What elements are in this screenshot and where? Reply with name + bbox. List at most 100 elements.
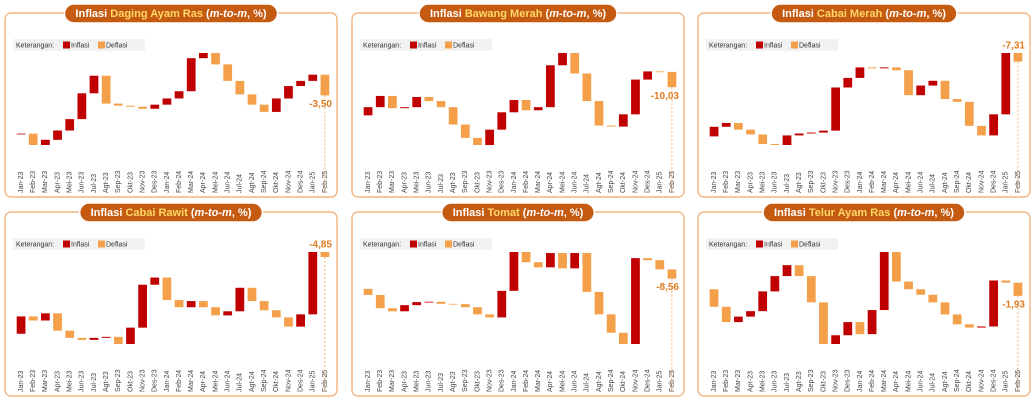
bar: [16, 133, 26, 135]
title-part: m-to-m: [195, 207, 232, 219]
legend-swatch: [63, 41, 70, 49]
x-tick-label: Jul-24: [930, 373, 937, 392]
chart-panel: Keterangan: Inflasi Deflasi Jan-23 Feb-23 Mar…: [351, 202, 685, 397]
x-tick-label: Feb-24: [523, 171, 530, 193]
bar: [843, 322, 853, 336]
x-tick-label: Des-24: [644, 170, 651, 193]
bar: [940, 80, 950, 99]
bar: [952, 99, 962, 102]
bar: [867, 67, 877, 69]
bar: [138, 284, 147, 328]
x-tick-label: Nov-24: [632, 170, 639, 193]
bar: [424, 96, 434, 102]
legend-label: Deflasi: [799, 42, 821, 49]
legend-title: Keterangan:: [709, 42, 747, 49]
title-pill: [418, 3, 618, 24]
x-tick-label: Okt-23: [820, 172, 827, 193]
x-tick-label: Okt-24: [620, 371, 627, 392]
x-tick-label: Nov-24: [978, 369, 985, 392]
bar: [235, 80, 245, 95]
title-part: (: [188, 207, 195, 219]
x-tick-label: Feb-24: [176, 370, 183, 392]
x-tick-label: Mar-23: [389, 171, 396, 193]
x-tick-label: Jul-23: [784, 373, 791, 392]
chart-panel: Keterangan: Inflasi Deflasi Jan-23 Feb-23 Mar…: [4, 202, 338, 397]
x-tick-label: Apr-24: [547, 172, 554, 193]
x-tick-label: Jun-24: [572, 171, 579, 193]
x-tick-label: Okt-24: [966, 172, 973, 193]
x-tick-label: Nov-23: [486, 170, 493, 193]
title-part: Inflasi: [782, 8, 817, 20]
x-tick-label: Sep-24: [954, 369, 961, 392]
bar: [521, 100, 531, 111]
bar: [89, 337, 99, 340]
bar: [1001, 53, 1011, 115]
bar: [618, 114, 628, 127]
x-tick-label: Feb-25: [322, 171, 329, 193]
x-tick-label: Agt-24: [249, 371, 256, 392]
bar: [709, 289, 719, 307]
title-part: Inflasi: [75, 8, 110, 20]
bar: [509, 100, 519, 113]
x-tick-label: Jul-23: [784, 174, 791, 193]
bar: [223, 64, 233, 81]
bar: [582, 73, 592, 102]
bar: [473, 137, 482, 145]
legend-label: Deflasi: [106, 241, 128, 248]
legend-label: Deflasi: [106, 42, 128, 49]
bar: [101, 336, 111, 338]
x-tick-label: Jan-25: [1003, 370, 1010, 392]
bar: [989, 280, 998, 327]
bar: [831, 87, 840, 131]
bar: [977, 326, 986, 328]
legend-swatch: [791, 240, 798, 248]
x-tick-label: Okt-24: [273, 371, 280, 392]
x-tick-label: Des-23: [845, 170, 852, 193]
bar: [819, 130, 828, 133]
bar: [709, 126, 719, 137]
bar: [308, 252, 318, 315]
legend-swatch: [756, 41, 763, 49]
bar: [879, 67, 889, 69]
bar: [448, 303, 458, 305]
legend-swatch: [63, 240, 70, 248]
x-tick-label: Des-24: [297, 170, 304, 193]
value-label: -3,50: [309, 99, 332, 110]
x-tick-label: Jul-24: [237, 174, 244, 193]
legend-box: [13, 39, 145, 51]
title-part: Cabai Merah: [817, 8, 883, 20]
bar: [855, 67, 865, 78]
x-tick-label: Des-23: [845, 369, 852, 392]
title-part: m-to-m: [897, 207, 934, 219]
bar: [546, 253, 555, 268]
bar: [89, 75, 99, 94]
title-pill: [78, 202, 264, 223]
bar: [320, 252, 330, 257]
chart-title: Inflasi Telur Ayam Ras (m-to-m, %): [774, 207, 954, 219]
bar: [734, 122, 743, 130]
x-tick-label: Feb-23: [723, 171, 730, 193]
x-tick-label: Apr-23: [747, 172, 754, 193]
chart-title: Inflasi Tomat (m-to-m, %): [453, 207, 584, 219]
bar: [320, 74, 330, 96]
bar: [928, 294, 938, 303]
bar: [794, 265, 804, 277]
title-part: (: [890, 207, 897, 219]
x-tick-label: Jan-24: [164, 370, 171, 392]
x-tick-label: Jan-24: [857, 370, 864, 392]
x-tick-label: Jul-24: [584, 174, 591, 193]
x-tick-label: Mei-23: [414, 370, 421, 392]
x-tick-label: Apr-23: [54, 371, 61, 392]
bar: [247, 94, 257, 105]
bar: [770, 144, 780, 145]
x-tick-label: Mei-23: [414, 171, 421, 193]
title-pill: [770, 3, 958, 24]
bar: [436, 301, 446, 304]
x-tick-label: Apr-24: [893, 172, 900, 193]
bar: [570, 253, 580, 269]
bar: [485, 314, 494, 318]
x-tick-label: Sep-24: [608, 170, 615, 193]
chart-title: Inflasi Cabai Merah (m-to-m, %): [782, 8, 946, 20]
x-tick-label: Feb-24: [869, 370, 876, 392]
x-tick-label: Agt-24: [596, 371, 603, 392]
